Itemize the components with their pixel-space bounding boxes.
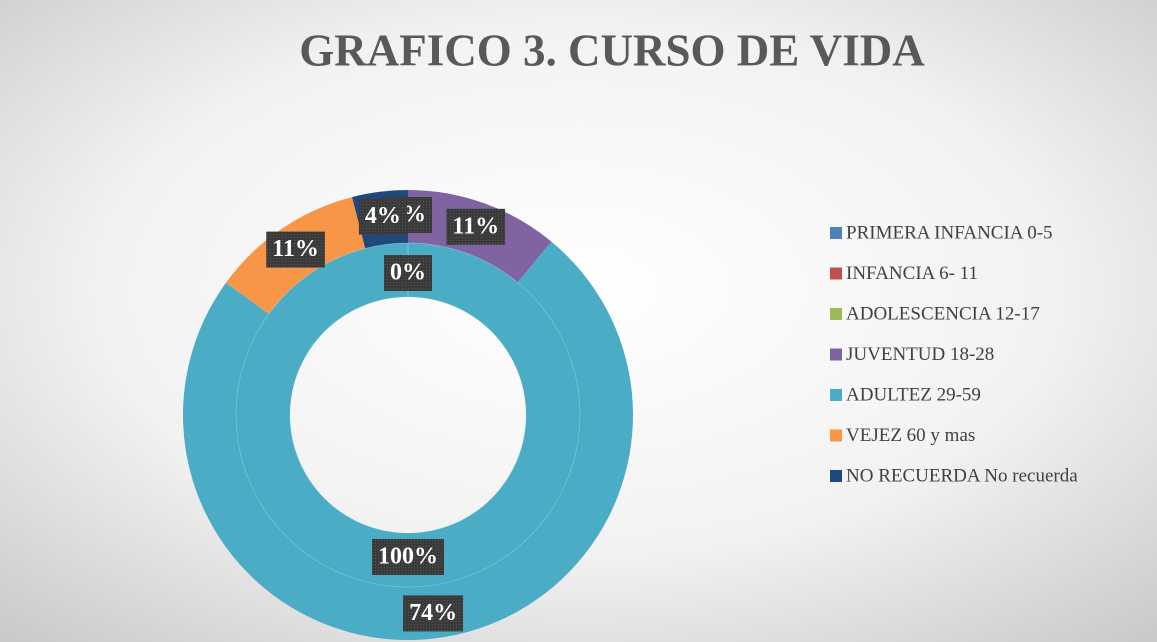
data-label: 11% [452,213,499,239]
data-label-box [446,208,506,245]
legend-swatch [830,348,842,361]
legend-label: ADOLESCENCIA 12-17 [846,303,1040,324]
legend-swatch [830,470,842,482]
legend-swatch [830,308,842,320]
legend-swatch [830,267,842,280]
legend: PRIMERA INFANCIA 0-5 INFANCIA 6- 11 ADOLES… [830,222,1078,486]
segment [183,241,634,640]
legend-label: JUVENTUD 18-28 [846,344,994,365]
data-label: 74% [409,600,457,626]
data-label: 100% [378,544,438,570]
data-label: 11% [272,236,319,262]
legend-swatch [830,227,842,239]
legend-label: NO RECUERDA No recuerda [846,465,1078,486]
data-label-box [372,539,444,575]
data-label-box [384,255,432,291]
data-label-box [403,595,464,632]
data-label: 0% [390,260,426,286]
legend-label: PRIMERA INFANCIA 0-5 [846,222,1053,243]
legend-label: ADULTEZ 29-59 [846,384,981,405]
legend-swatch [830,429,842,442]
legend-swatch [830,389,842,401]
legend-label: VEJEZ 60 y mas [846,425,975,446]
data-label: 4% [365,203,401,229]
chart-title: GRAFICO 3. CURSO DE VIDA [299,25,925,75]
data-label-box [266,231,325,268]
legend-label: INFANCIA 6- 11 [846,263,978,284]
labels: 0%0%0%11%74%11%4%0%0%0%0%100%0%0% [266,197,506,632]
segment [235,242,581,588]
data-label-box [358,198,407,235]
